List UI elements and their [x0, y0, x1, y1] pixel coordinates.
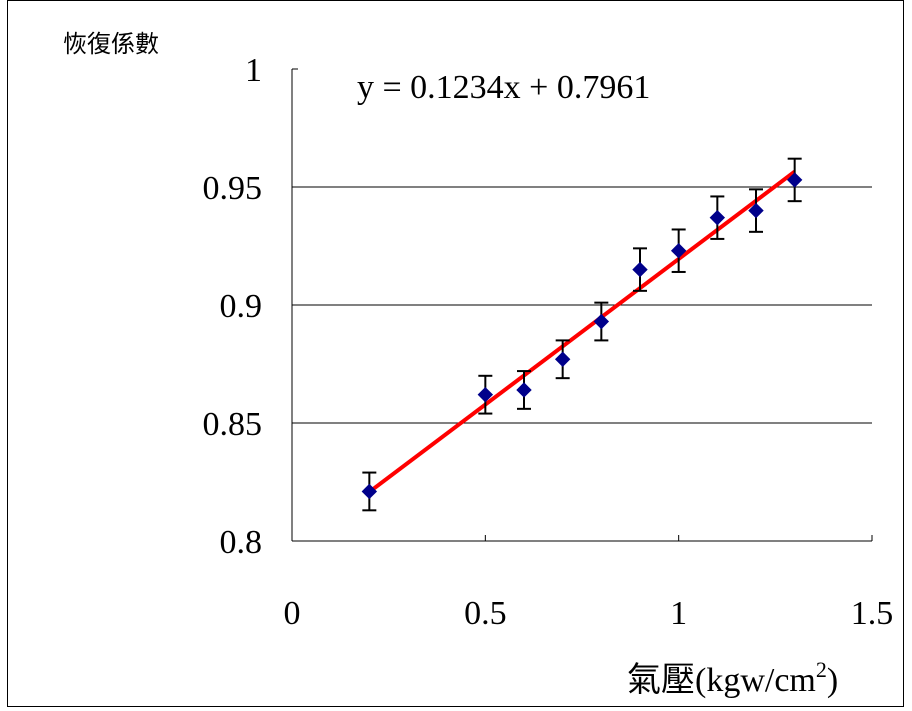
y-tick-labels: 0.8 0.85 0.9 0.95 1: [203, 52, 263, 561]
data-point-7: [709, 209, 726, 226]
y-tick-label-1: 0.85: [203, 406, 263, 443]
y-tick-label-4: 1: [245, 52, 262, 89]
x-axis-label-close: ): [827, 662, 838, 699]
trendline: [368, 170, 796, 494]
y-axis-label: 恢復係數: [63, 30, 159, 58]
data-point-3: [554, 351, 571, 367]
error-bars: [362, 157, 802, 512]
x-tick-labels: 0 0.5 1 1.5: [284, 595, 894, 632]
trendline-equation: y = 0.1234x + 0.7961: [357, 69, 650, 106]
x-tick-label-2: 1: [670, 595, 687, 632]
x-axis-label-sup: 2: [816, 657, 827, 682]
x-tick-label-0: 0: [284, 595, 301, 632]
x-tick-label-1: 0.5: [464, 595, 507, 632]
data-point-5: [632, 261, 648, 278]
x-tick-label-3: 1.5: [851, 595, 894, 632]
trendline-layer: [368, 170, 796, 494]
chart-frame: [7, 0, 904, 707]
gridlines: [292, 186, 872, 424]
data-point-1: [477, 386, 494, 403]
y-tick-label-3: 0.95: [203, 170, 263, 207]
data-point-4: [593, 313, 610, 330]
data-points: [361, 172, 803, 500]
data-point-2: [516, 382, 532, 398]
data-point-8: [748, 202, 764, 219]
y-tick-label-0: 0.8: [220, 524, 263, 561]
axes: [291, 68, 873, 542]
y-tick-label-2: 0.9: [220, 288, 263, 325]
data-point-9: [786, 172, 803, 188]
data-point-0: [361, 483, 378, 500]
x-axis-label-main: 氣壓(kgw/cm: [627, 661, 816, 699]
x-axis-label: 氣壓(kgw/cm2): [627, 657, 838, 699]
data-point-6: [670, 243, 687, 259]
